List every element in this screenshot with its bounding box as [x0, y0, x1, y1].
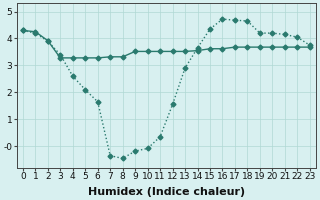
- X-axis label: Humidex (Indice chaleur): Humidex (Indice chaleur): [88, 187, 245, 197]
